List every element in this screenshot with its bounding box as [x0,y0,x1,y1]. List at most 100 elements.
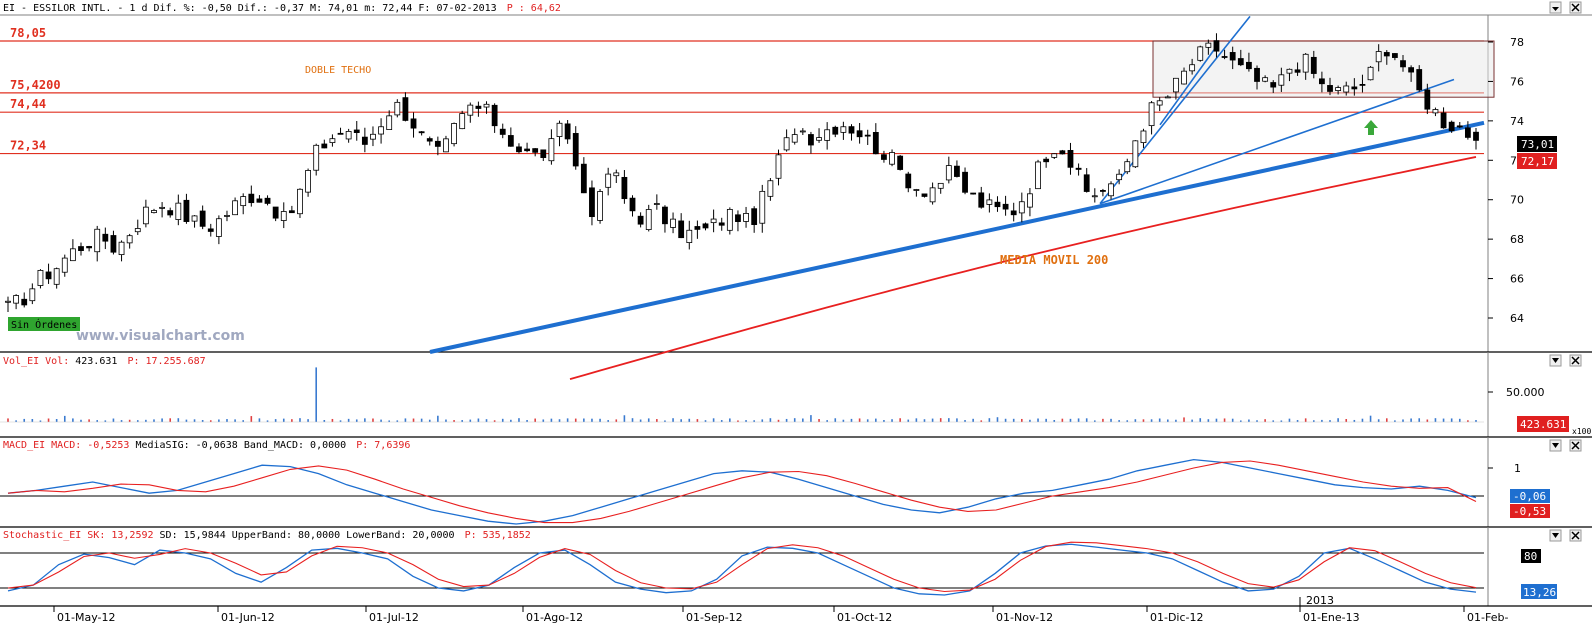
candle-body [1270,82,1277,88]
candle-body [402,97,409,121]
candle-body [856,130,863,138]
stochastic-header: Stochastic_EI SK: 13,2592 SD: 15,9844 Up… [3,530,531,541]
doble-techo-annotation: DOBLE TECHO [305,65,371,76]
candle-body [142,206,149,225]
candle-body [629,197,636,212]
svg-text:Sin Órdenes: Sin Órdenes [11,318,77,331]
candle-body [272,206,279,219]
candle-body [53,268,60,285]
trendline-medium [1099,78,1455,205]
candle-body [816,137,822,141]
candle-body [1213,40,1220,52]
candle-body [516,146,522,153]
candle-body [345,131,352,140]
candle-body [1351,86,1358,90]
candle-body [1359,83,1366,86]
ma-price-badge: 72,17 [1517,153,1557,169]
candle-body [694,226,701,230]
candle-body [1262,77,1269,82]
candle-body [824,129,831,141]
candle-body [986,199,993,205]
candle-body [1205,42,1212,48]
svg-text:-0,53: -0,53 [1513,505,1546,518]
candle-body [118,241,125,256]
candle-body [1221,56,1228,58]
candle-body [475,105,482,109]
stochastic-panel-close-button[interactable] [1569,529,1582,542]
price-panel-close-button[interactable] [1569,1,1582,14]
candle-body [410,118,417,129]
x-tick-label: 01-Nov-12 [996,611,1053,624]
volume-panel: Vol_EI Vol: 423.631 P: 17.255.687 50.000… [0,352,1592,438]
candle-body [848,126,855,134]
candle-body [726,208,733,231]
candle-body [224,215,230,217]
price-tick-label: 76 [1510,75,1524,88]
candle-body [1416,69,1423,91]
candle-body [905,173,912,189]
candle-body [1424,89,1431,110]
macd-panel-minimize-button[interactable] [1549,439,1562,452]
green-arrow-icon [1364,120,1378,135]
candle-body [1375,51,1382,63]
year-label: 2013 [1306,594,1334,607]
candle-body [507,135,514,147]
candle-body [94,228,101,253]
stochastic-panel-minimize-button[interactable] [1549,529,1562,542]
candle-body [1237,58,1244,66]
svg-text:423.631: 423.631 [1520,418,1566,431]
candle-body [913,189,920,191]
stoch-upper-badge: 80 [1521,549,1541,563]
candle-body [678,220,685,239]
macd-tick: 1 [1514,462,1521,475]
volume-panel-minimize-button[interactable] [1549,354,1562,367]
volume-header: Vol_EI Vol: 423.631 P: 17.255.687 [3,356,206,367]
candle-body [134,228,141,233]
candle-body [264,197,271,204]
price-panel-minimize-button[interactable] [1549,1,1562,14]
candle-body [532,148,539,153]
candle-body [548,138,555,162]
candle-body [1043,158,1050,163]
volume-panel-close-button[interactable] [1569,354,1582,367]
volume-tick: 50.000 [1506,386,1545,399]
candle-body [69,248,76,262]
candle-body [1197,46,1204,61]
watermark: www.visualchart.com [76,328,245,344]
candle-body [288,210,295,214]
candle-body [1027,193,1033,208]
candle-body [978,192,985,208]
trendline-short [1159,49,1215,126]
candle-body [61,257,68,273]
candle-body [1164,96,1171,99]
candle-body [37,269,44,286]
candle-body [1464,127,1471,138]
candle-body [459,113,466,130]
candle-body [1051,153,1058,158]
candle-body [13,295,20,304]
candle-body [1083,174,1090,192]
trendline-steep [1099,15,1251,205]
macd-panel-close-button[interactable] [1569,439,1582,452]
candle-body [1367,66,1374,81]
candle-body [1116,173,1123,181]
candle-body [621,176,628,200]
candle-body [207,228,214,232]
candle-body [783,137,790,151]
level-label: 78,05 [10,26,46,40]
candle-body [735,214,741,222]
svg-text:80: 80 [1524,550,1537,563]
candle-body [329,138,336,144]
candle-body [86,246,93,249]
candle-body [443,138,449,153]
level-label: 75,4200 [10,78,61,92]
candle-body [799,130,806,133]
candle-body [167,210,174,216]
candle-body [1108,183,1114,197]
candle-body [378,126,384,135]
candle-body [361,136,368,145]
svg-text:13,26: 13,26 [1523,586,1556,599]
svg-text:72,17: 72,17 [1521,155,1554,168]
price-tick-label: 78 [1510,36,1524,49]
